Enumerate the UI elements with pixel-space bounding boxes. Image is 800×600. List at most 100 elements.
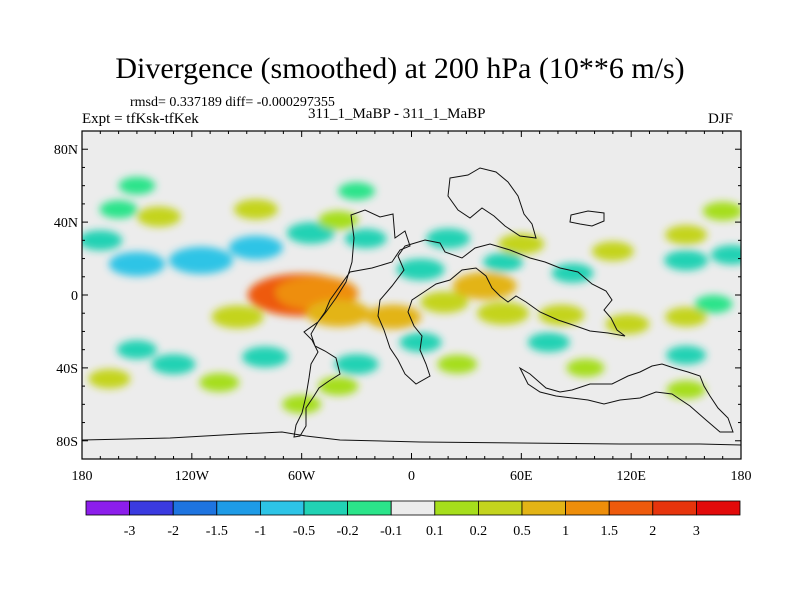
coastline-antarctica [82, 431, 741, 446]
colorbar-swatch-10 [521, 500, 566, 516]
anomaly-32 [116, 340, 157, 360]
colorbar-label-12: 2 [649, 524, 656, 539]
colorbar-label-1: -2 [167, 524, 179, 539]
chart-title: Divergence (smoothed) at 200 hPa (10**6 … [115, 52, 685, 85]
colorbar-swatch-7 [390, 500, 436, 516]
anomaly-26 [396, 258, 445, 281]
colorbar-swatch-0 [85, 500, 130, 516]
colorbar-swatch-1 [129, 500, 174, 516]
anomaly-2 [228, 235, 283, 260]
anomaly-18 [538, 304, 585, 326]
anomaly-29 [151, 354, 196, 375]
anomaly-21 [498, 233, 545, 255]
colorbar-label-6: -0.1 [380, 524, 402, 539]
y-tick-label-2: 0 [71, 289, 78, 304]
map-background [82, 131, 741, 459]
colorbar-label-3: -1 [255, 524, 267, 539]
anomaly-9 [99, 200, 138, 219]
x-axis: 180 120W 60W 0 60E 120E 180 [72, 131, 752, 484]
colorbar-swatch-8 [434, 500, 479, 516]
coastline-arctic [447, 167, 537, 239]
colorbar-swatch-11 [565, 500, 610, 516]
anomaly-8 [318, 210, 359, 230]
anomaly-17 [477, 301, 530, 325]
rmsd-diff-stats: rmsd= 0.337189 diff= -0.000297355 [130, 95, 335, 110]
y-tick-label-1: 40N [54, 216, 78, 231]
colorbar-label-0: -3 [124, 524, 136, 539]
anomaly-22 [591, 241, 634, 262]
y-axis: 80N 40N 0 40S 80S [54, 143, 741, 450]
y-tick-label-0: 80N [54, 143, 78, 158]
anomaly-30 [242, 346, 289, 368]
anomaly-20 [665, 307, 708, 327]
colorbar-swatch-6 [347, 500, 392, 516]
coastlines [82, 167, 741, 446]
anomaly-24 [664, 250, 709, 271]
x-tick-label-2: 60W [288, 469, 316, 484]
x-tick-label-3: 0 [408, 469, 415, 484]
anomaly-39 [666, 345, 707, 365]
divergence-field [82, 176, 741, 414]
colorbar-swatch-3 [216, 500, 261, 516]
colorbar-swatch-2 [172, 500, 218, 516]
colorbar-label-8: 0.2 [470, 524, 488, 539]
x-tick-label-5: 120E [616, 469, 646, 484]
y-tick-label-3: 40S [56, 362, 78, 377]
anomaly-44 [338, 182, 375, 200]
coastline-americas [293, 209, 411, 438]
coastline-australia [518, 363, 734, 433]
colorbar-swatch-14 [696, 500, 741, 516]
anomaly-6 [136, 206, 181, 227]
y-tick-label-4: 80S [56, 435, 78, 450]
anomaly-34 [199, 373, 240, 392]
anomaly-13 [306, 299, 371, 327]
experiment-label: Expt = tfKsk-tfKek [82, 111, 199, 127]
anomaly-15 [420, 291, 469, 314]
colorbar-swatch-12 [608, 500, 654, 516]
anomaly-19 [605, 314, 650, 335]
colorbar: -3 -2 -1.5 -1 -0.5 -0.2 -0.1 0.1 0.2 0.5 1 1.5 2 3 [85, 500, 741, 539]
anomaly-5 [344, 228, 387, 249]
anomaly-12 [211, 305, 264, 329]
colorbar-label-7: 0.1 [426, 524, 444, 539]
anomaly-45 [702, 201, 741, 221]
season-label: DJF [708, 111, 734, 127]
colorbar-swatch-4 [259, 500, 305, 516]
anomaly-16 [452, 272, 517, 300]
anomaly-47 [694, 295, 733, 314]
coastline-greenland [569, 210, 605, 227]
colorbar-label-9: 0.5 [513, 524, 531, 539]
x-tick-label-4: 60E [510, 469, 533, 484]
anomaly-28 [483, 252, 524, 272]
anomaly-14 [365, 304, 422, 330]
anomaly-3 [286, 222, 335, 244]
colorbar-label-11: 1.5 [600, 524, 618, 539]
colorbar-label-2: -1.5 [206, 524, 228, 539]
anomaly-36 [282, 395, 322, 414]
x-tick-label-1: 120W [175, 469, 210, 484]
anomaly-40 [437, 354, 478, 374]
colorbar-label-5: -0.2 [337, 524, 359, 539]
x-tick-label-6: 180 [731, 469, 752, 484]
anomaly-7 [233, 199, 278, 220]
anomaly-42 [666, 380, 706, 400]
anomaly-4 [82, 230, 123, 251]
colorbar-swatch-9 [477, 500, 523, 516]
anomaly-0 [108, 251, 165, 277]
colorbar-swatch-5 [303, 500, 348, 516]
colorbar-label-10: 1 [562, 524, 569, 539]
anomaly-23 [665, 225, 708, 245]
coastline-eurasia-africa [377, 239, 626, 385]
anomaly-31 [334, 354, 379, 375]
x-tick-label-0: 180 [72, 469, 93, 484]
anomaly-43 [118, 176, 156, 195]
anomaly-41 [566, 358, 605, 377]
anomaly-33 [88, 369, 131, 389]
anomaly-35 [318, 376, 359, 396]
case-label: 311_1_MaBP - 311_1_MaBP [308, 106, 486, 122]
colorbar-swatch-13 [652, 500, 697, 516]
anomaly-1 [168, 246, 233, 274]
colorbar-label-4: -0.5 [293, 524, 315, 539]
anomaly-38 [527, 332, 570, 353]
